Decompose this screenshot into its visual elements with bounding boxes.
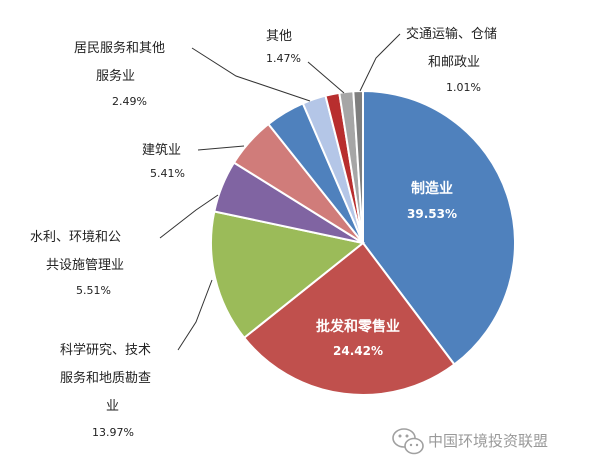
leader-line-other bbox=[307, 61, 345, 94]
leader-line-water-environment bbox=[159, 194, 219, 239]
label-other: 其他 1.47% bbox=[266, 29, 345, 94]
label-manufacturing-value: 39.53% bbox=[407, 207, 457, 221]
pie-slice-2 bbox=[210, 210, 366, 340]
label-water-environment-line-2: 共设施管理业 bbox=[46, 258, 124, 273]
label-transport-line-1: 交通运输、仓储 bbox=[406, 26, 497, 42]
pie-slice-1 bbox=[242, 241, 456, 396]
leader-line-resident-services bbox=[191, 47, 311, 102]
pie-slice-9 bbox=[352, 89, 364, 244]
label-manufacturing: 制造业 39.53% bbox=[407, 180, 457, 221]
label-research-value: 13.97% bbox=[92, 426, 134, 439]
pie-slice-0 bbox=[362, 89, 516, 366]
leader-line-research bbox=[177, 279, 213, 351]
label-resident-services-value: 2.49% bbox=[112, 95, 147, 108]
label-research-line-2: 服务和地质勘查 bbox=[60, 370, 151, 386]
label-water-environment: 水利、环境和公 共设施管理业 5.51% bbox=[30, 194, 219, 297]
wechat-icon bbox=[392, 428, 424, 455]
label-transport-line-2: 和邮政业 bbox=[428, 55, 480, 70]
label-wholesale-retail: 批发和零售业 24.42% bbox=[316, 318, 400, 358]
label-wholesale-retail-line-1: 批发和零售业 bbox=[316, 318, 400, 335]
label-manufacturing-line-1: 制造业 bbox=[411, 180, 453, 197]
label-research-line-3: 业 bbox=[106, 399, 119, 414]
label-other-value: 1.47% bbox=[266, 52, 301, 65]
label-resident-services-line-1: 居民服务和其他 bbox=[74, 40, 165, 56]
leader-line-construction bbox=[197, 145, 245, 151]
label-resident-services-line-2: 服务业 bbox=[96, 68, 135, 84]
label-research: 科学研究、技术 服务和地质勘查 业 13.97% bbox=[60, 279, 213, 439]
label-water-environment-value: 5.51% bbox=[76, 284, 111, 297]
watermark: 中国环境投资联盟 bbox=[392, 428, 548, 455]
label-transport: 交通运输、仓储 和邮政业 1.01% bbox=[359, 26, 497, 94]
label-construction-value: 5.41% bbox=[150, 167, 185, 180]
label-transport-value: 1.01% bbox=[446, 81, 481, 94]
leader-line-transport bbox=[359, 33, 401, 92]
label-wholesale-retail-value: 24.42% bbox=[333, 344, 383, 358]
label-other-line-1: 其他 bbox=[266, 29, 292, 44]
label-water-environment-line-1: 水利、环境和公 bbox=[30, 230, 121, 245]
watermark-text: 中国环境投资联盟 bbox=[428, 432, 548, 450]
label-construction: 建筑业 5.41% bbox=[142, 142, 245, 180]
label-resident-services: 居民服务和其他 服务业 2.49% bbox=[74, 40, 311, 108]
label-research-line-1: 科学研究、技术 bbox=[60, 342, 151, 358]
pie-slices bbox=[210, 89, 516, 396]
label-construction-line-1: 建筑业 bbox=[142, 142, 181, 158]
